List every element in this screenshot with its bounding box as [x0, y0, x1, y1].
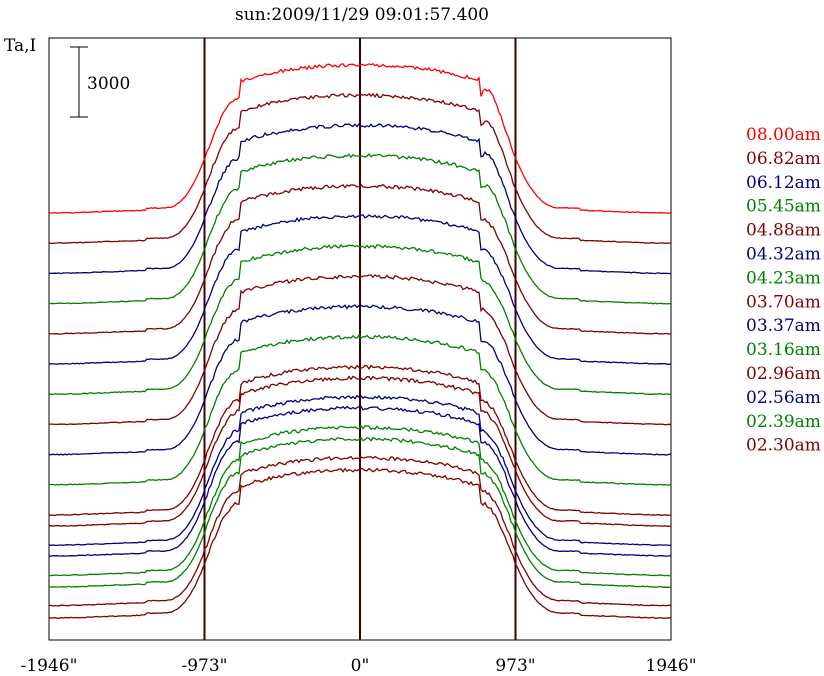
- legend-entry: 04.32am: [746, 245, 821, 265]
- x-tick-label: 973": [495, 656, 535, 676]
- series-line-04.88am: [48, 183, 672, 335]
- legend-entry: 04.88am: [746, 221, 821, 241]
- baseline-trace-0: [48, 375, 672, 527]
- x-tick-labels: -1946" -973" 0" 973" 1946": [21, 656, 697, 676]
- baseline-trace-1: [48, 405, 671, 557]
- series-line-04.23am: [48, 243, 672, 396]
- legend-entry: 02.96am: [746, 364, 821, 384]
- legend: 08.00am 06.82am 06.12am 05.45am 04.88am 04.32…: [746, 125, 821, 456]
- series-lines: [48, 63, 672, 607]
- legend-entry: 02.56am: [746, 388, 821, 408]
- legend-entry: 03.70am: [746, 292, 821, 312]
- series-line-06.12am: [48, 122, 672, 275]
- scale-bar-label: 3000: [87, 74, 130, 94]
- series-line-03.16am: [48, 333, 672, 486]
- x-tick-label: -1946": [21, 656, 78, 676]
- legend-entry: 02.39am: [746, 412, 821, 432]
- y-axis-label: Ta,I: [4, 36, 36, 56]
- series-line-08.00am: [48, 63, 672, 214]
- series-line-04.32am: [48, 214, 672, 365]
- chart-title: sun:2009/11/29 09:01:57.400: [235, 5, 489, 25]
- x-tick-label: 1946": [645, 656, 696, 676]
- series-line-02.96am: [48, 364, 671, 517]
- x-tick-label: 0": [351, 656, 370, 676]
- baseline-trace-3: [48, 467, 672, 619]
- vertical-reference-lines: [203, 38, 517, 640]
- series-line-02.39am: [48, 424, 672, 577]
- legend-entry: 06.82am: [746, 149, 821, 169]
- series-line-05.45am: [48, 153, 672, 305]
- extra-baselines: [48, 375, 672, 619]
- series-line-02.30am: [48, 455, 672, 607]
- legend-entry: 05.45am: [746, 197, 821, 217]
- legend-entry: 06.12am: [746, 173, 821, 193]
- legend-entry: 02.30am: [746, 436, 821, 456]
- baseline-trace-2: [48, 436, 672, 589]
- x-tick-label: -973": [181, 656, 227, 676]
- legend-entry: 03.37am: [746, 316, 821, 336]
- series-line-03.37am: [48, 304, 671, 456]
- legend-entry: 04.23am: [746, 268, 821, 288]
- series-line-02.56am: [48, 394, 672, 547]
- scale-bar: 3000: [70, 46, 130, 118]
- legend-entry: 08.00am: [746, 125, 821, 145]
- series-line-03.70am: [48, 274, 672, 426]
- legend-entry: 03.16am: [746, 340, 821, 360]
- series-line-06.82am: [48, 92, 672, 245]
